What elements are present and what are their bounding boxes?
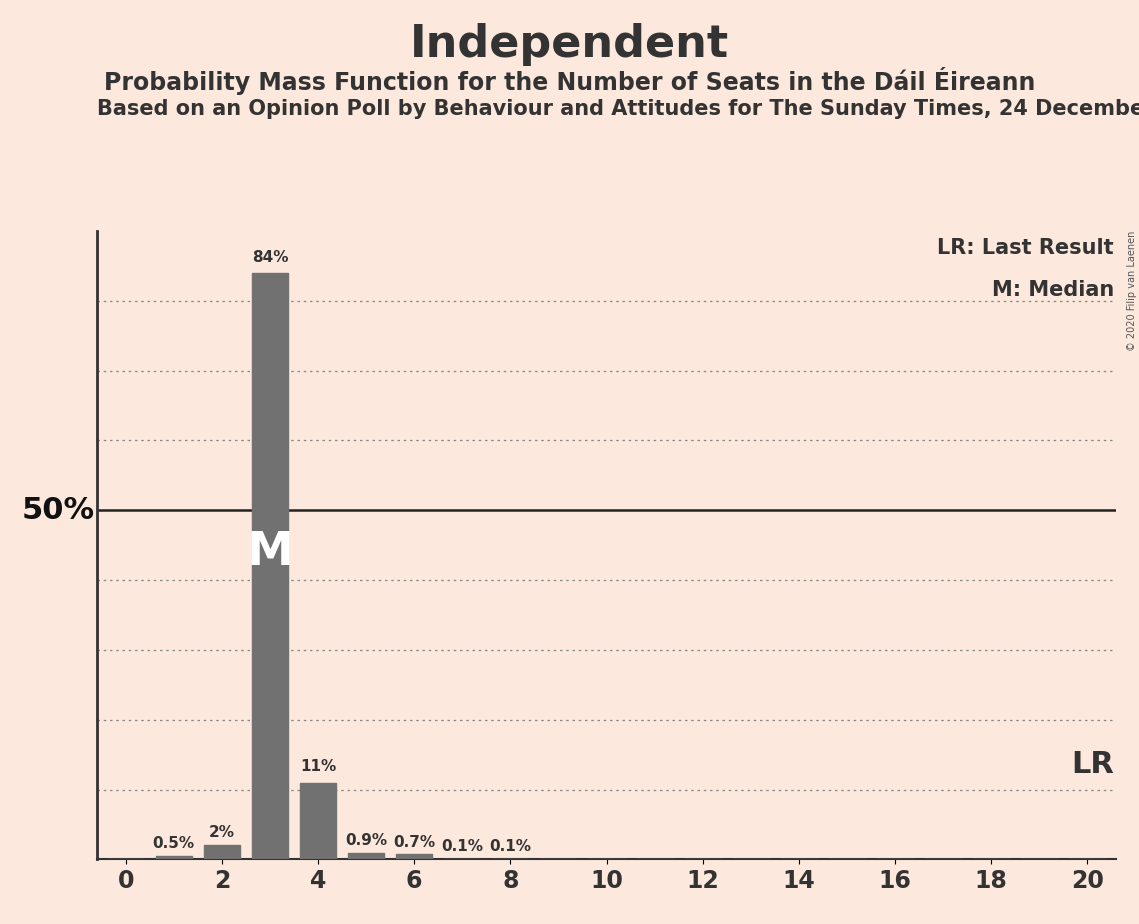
- Text: LR: LR: [1071, 750, 1114, 779]
- Text: 11%: 11%: [300, 760, 336, 774]
- Text: Probability Mass Function for the Number of Seats in the Dáil Éireann: Probability Mass Function for the Number…: [104, 67, 1035, 94]
- Bar: [156, 856, 191, 859]
- Bar: [252, 273, 288, 859]
- Text: LR: Last Result: LR: Last Result: [937, 238, 1114, 258]
- Text: © 2020 Filip van Laenen: © 2020 Filip van Laenen: [1126, 231, 1137, 351]
- Text: 0.1%: 0.1%: [441, 839, 483, 854]
- Bar: [300, 783, 336, 859]
- Bar: [396, 855, 432, 859]
- Text: M: Median: M: Median: [992, 280, 1114, 300]
- Text: 2%: 2%: [208, 825, 235, 841]
- Bar: [204, 845, 240, 859]
- Text: 0.5%: 0.5%: [153, 836, 195, 851]
- Text: 0.7%: 0.7%: [393, 834, 435, 849]
- Text: 0.1%: 0.1%: [490, 839, 532, 854]
- Text: 0.9%: 0.9%: [345, 833, 387, 848]
- Text: 50%: 50%: [22, 496, 95, 525]
- Text: Based on an Opinion Poll by Behaviour and Attitudes for The Sunday Times, 24 Dec: Based on an Opinion Poll by Behaviour an…: [97, 99, 1139, 119]
- Text: M: M: [246, 529, 294, 575]
- Text: 84%: 84%: [252, 249, 288, 264]
- Bar: [349, 853, 384, 859]
- Text: Independent: Independent: [410, 23, 729, 67]
